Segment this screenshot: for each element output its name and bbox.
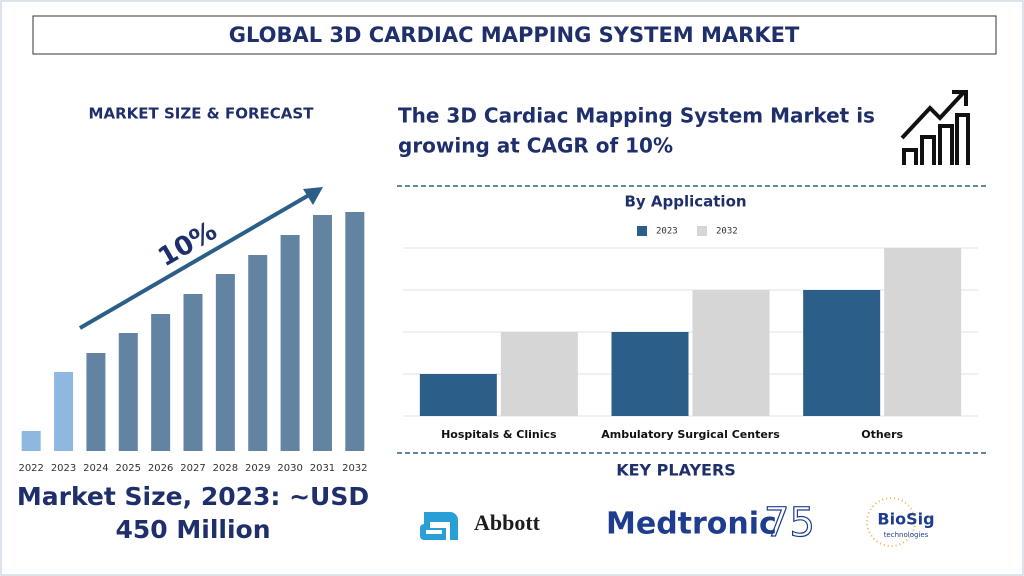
x-tick-label: 2032 bbox=[342, 463, 367, 474]
x-tick-label: 2022 bbox=[18, 463, 43, 474]
legend-label: 2032 bbox=[716, 227, 738, 237]
x-tick-label: Others bbox=[861, 428, 903, 441]
x-tick-label: 2024 bbox=[83, 463, 108, 474]
chart-title: By Application bbox=[624, 193, 746, 211]
trend-arrow-head bbox=[303, 187, 323, 205]
player-name: Abbott bbox=[474, 510, 541, 535]
page-title: GLOBAL 3D CARDIAC MAPPING SYSTEM MARKET bbox=[229, 23, 800, 47]
biosig-logo: BioSig technologies bbox=[866, 497, 935, 547]
bar bbox=[312, 215, 332, 451]
bar bbox=[884, 248, 962, 416]
bar bbox=[215, 274, 235, 451]
medtronic-logo: Medtronic 75 bbox=[606, 499, 816, 546]
bar bbox=[692, 290, 770, 416]
bar bbox=[86, 353, 106, 451]
bar bbox=[21, 431, 41, 451]
panel-heading: MARKET SIZE & FORECAST bbox=[89, 105, 315, 123]
player-name: Medtronic bbox=[606, 507, 777, 542]
growth-icon bbox=[900, 90, 970, 165]
x-tick-label: 2023 bbox=[51, 463, 76, 474]
x-tick-label: 2027 bbox=[180, 463, 205, 474]
player-name: BioSig bbox=[877, 510, 934, 529]
market-size-line: 450 Million bbox=[115, 515, 270, 544]
x-tick-label: 2029 bbox=[245, 463, 270, 474]
x-tick-label: 2025 bbox=[116, 463, 141, 474]
legend-swatch bbox=[637, 226, 647, 236]
cagr-text: The 3D Cardiac Mapping System Market is bbox=[398, 104, 875, 128]
bar bbox=[151, 314, 171, 451]
trend-arrow bbox=[78, 189, 318, 330]
bar bbox=[248, 255, 268, 451]
x-tick-label: 2031 bbox=[310, 463, 335, 474]
market-size-line: Market Size, 2023: ~USD bbox=[17, 482, 369, 511]
bar bbox=[803, 290, 881, 416]
bar bbox=[183, 294, 203, 451]
x-tick-label: 2028 bbox=[213, 463, 238, 474]
abbott-logo: Abbott bbox=[420, 510, 541, 540]
bar bbox=[280, 235, 300, 451]
bar bbox=[54, 372, 74, 451]
x-tick-label: 2030 bbox=[277, 463, 302, 474]
key-players-heading: KEY PLAYERS bbox=[616, 461, 736, 480]
legend-swatch bbox=[697, 226, 707, 236]
x-tick-label: Ambulatory Surgical Centers bbox=[601, 428, 780, 441]
bar bbox=[118, 333, 138, 451]
x-tick-label: Hospitals & Clinics bbox=[441, 428, 557, 441]
cagr-text: growing at CAGR of 10% bbox=[398, 134, 673, 158]
player-badge: 75 bbox=[764, 500, 815, 546]
bar bbox=[611, 332, 689, 416]
bar bbox=[500, 332, 578, 416]
title-box bbox=[32, 15, 997, 55]
bar bbox=[345, 212, 365, 451]
legend-label: 2023 bbox=[656, 227, 678, 237]
x-tick-label: 2026 bbox=[148, 463, 173, 474]
player-sub: technologies bbox=[884, 531, 929, 539]
bar bbox=[419, 374, 497, 416]
